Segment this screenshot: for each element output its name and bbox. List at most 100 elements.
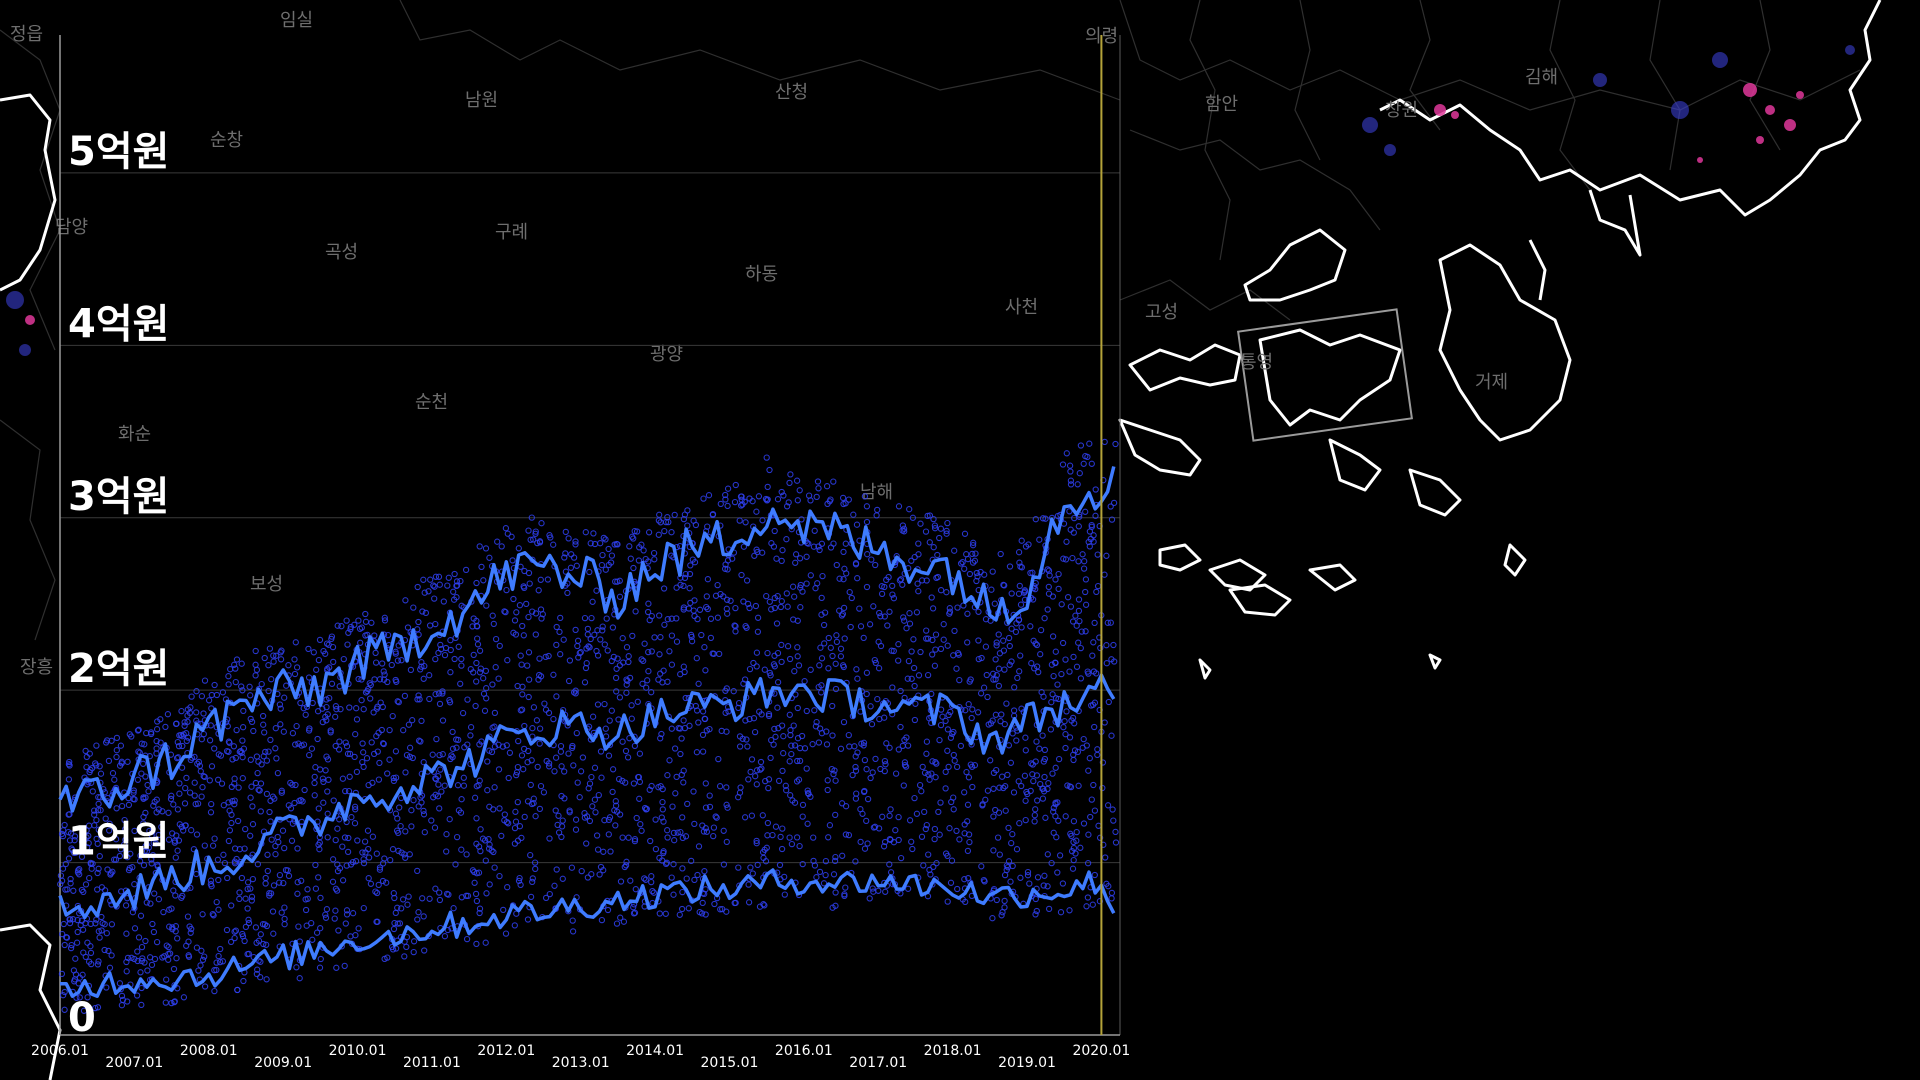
- data-point: [1107, 503, 1114, 510]
- data-point: [550, 541, 557, 548]
- data-point: [1075, 782, 1082, 789]
- data-point: [451, 655, 458, 663]
- data-point: [559, 817, 566, 824]
- data-point: [676, 911, 683, 918]
- data-point: [694, 871, 701, 879]
- data-point: [353, 768, 361, 776]
- data-point: [565, 535, 572, 542]
- data-point: [1022, 543, 1030, 550]
- data-point: [371, 676, 378, 683]
- data-point: [536, 539, 544, 546]
- data-point: [184, 734, 192, 741]
- data-point: [821, 640, 828, 647]
- data-point: [699, 708, 707, 715]
- data-point: [701, 715, 709, 723]
- data-point: [514, 682, 521, 690]
- data-point: [624, 677, 631, 684]
- data-point: [903, 625, 910, 632]
- data-point: [650, 549, 658, 557]
- data-point: [702, 825, 709, 832]
- data-point: [575, 654, 582, 661]
- data-point: [974, 573, 981, 580]
- data-point: [999, 909, 1006, 916]
- data-point: [268, 836, 275, 843]
- data-point: [944, 726, 952, 733]
- data-point: [1057, 909, 1065, 916]
- data-point: [239, 724, 247, 731]
- data-point: [94, 869, 101, 877]
- data-point: [890, 595, 898, 602]
- data-point: [1108, 895, 1115, 902]
- data-point: [326, 694, 333, 702]
- data-point: [588, 871, 595, 878]
- data-point: [249, 875, 257, 883]
- data-point: [113, 753, 120, 761]
- data-point: [244, 905, 251, 912]
- data-point: [59, 992, 67, 999]
- data-point: [773, 555, 780, 562]
- data-point: [803, 580, 810, 587]
- data-point: [546, 835, 553, 842]
- data-point: [1075, 558, 1082, 565]
- data-point: [792, 559, 799, 566]
- data-point: [901, 759, 909, 766]
- data-point: [1000, 784, 1007, 792]
- data-point: [134, 727, 142, 734]
- data-point: [296, 938, 303, 945]
- data-point: [713, 814, 720, 821]
- data-point: [877, 613, 884, 620]
- data-point: [94, 1004, 102, 1011]
- data-point: [207, 877, 215, 884]
- data-point: [772, 733, 779, 740]
- data-point: [323, 717, 330, 724]
- data-point: [174, 935, 181, 942]
- data-point: [281, 694, 288, 701]
- data-point: [852, 763, 859, 771]
- data-point: [1018, 705, 1025, 712]
- data-point: [155, 896, 163, 903]
- data-point: [492, 664, 499, 671]
- place-label: 고성: [1145, 302, 1178, 323]
- data-point: [831, 857, 839, 865]
- data-point: [505, 820, 512, 827]
- data-point: [1052, 800, 1059, 808]
- data-point: [795, 776, 803, 783]
- data-point: [360, 749, 367, 756]
- data-point: [247, 756, 254, 763]
- data-point: [520, 583, 527, 590]
- data-point: [247, 715, 254, 723]
- data-point: [961, 565, 968, 572]
- data-point: [565, 677, 573, 685]
- data-point: [892, 770, 900, 777]
- data-point: [508, 533, 515, 540]
- data-point: [648, 878, 655, 886]
- data-point: [691, 876, 698, 884]
- data-point: [247, 794, 254, 801]
- data-point: [810, 543, 818, 550]
- data-point: [763, 497, 771, 504]
- data-point: [768, 736, 775, 744]
- data-point: [589, 598, 596, 605]
- data-point: [1066, 907, 1073, 914]
- data-point: [309, 936, 316, 943]
- data-point: [794, 644, 801, 651]
- data-point: [919, 763, 926, 771]
- data-point: [1076, 470, 1083, 477]
- data-point: [833, 638, 841, 646]
- data-point: [702, 780, 709, 787]
- data-point: [95, 958, 102, 965]
- data-point: [1041, 773, 1048, 781]
- data-point: [1023, 788, 1030, 796]
- data-point: [840, 576, 847, 583]
- data-point: [270, 652, 277, 659]
- data-point: [116, 980, 124, 987]
- data-point: [317, 925, 324, 932]
- data-point: [829, 732, 836, 739]
- data-point: [961, 876, 968, 883]
- data-point: [557, 742, 565, 750]
- data-point: [753, 649, 761, 656]
- data-point: [130, 795, 137, 803]
- data-point: [1076, 513, 1083, 520]
- data-point: [761, 666, 768, 673]
- data-point: [651, 634, 658, 641]
